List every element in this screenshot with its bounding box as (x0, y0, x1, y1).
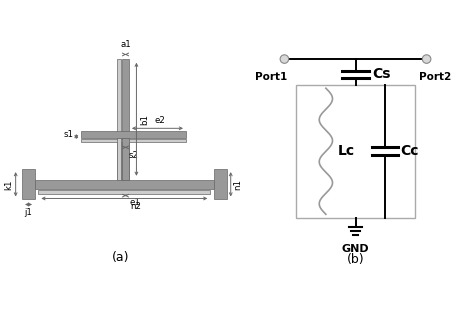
Text: b1: b1 (141, 114, 150, 125)
Text: k1: k1 (4, 179, 13, 190)
Bar (82, 131, 186, 138)
Bar (296, 85, 415, 218)
Text: s1: s1 (64, 130, 73, 139)
Text: Cs: Cs (372, 67, 391, 81)
Text: j1: j1 (25, 208, 33, 217)
Text: a1: a1 (120, 40, 131, 49)
Circle shape (280, 55, 289, 63)
Bar (122, 138, 129, 180)
Text: Port1: Port1 (255, 72, 288, 82)
Text: GND: GND (342, 244, 369, 254)
Text: Cc: Cc (401, 144, 419, 158)
Text: e1: e1 (129, 198, 140, 208)
Text: (b): (b) (346, 253, 365, 267)
Bar (22, 169, 35, 199)
Bar (118, 138, 121, 180)
Bar (35, 180, 214, 189)
Bar (214, 169, 227, 199)
Text: Port2: Port2 (419, 72, 451, 82)
Text: s2: s2 (128, 151, 138, 160)
Bar (38, 190, 210, 194)
Bar (122, 59, 129, 180)
Circle shape (422, 55, 431, 63)
Text: n2: n2 (130, 202, 141, 211)
Bar (82, 138, 186, 142)
Text: (a): (a) (112, 251, 129, 264)
Bar (118, 59, 121, 180)
Text: Lc: Lc (337, 144, 355, 158)
Text: n1: n1 (234, 179, 243, 190)
Text: e2: e2 (155, 116, 165, 125)
